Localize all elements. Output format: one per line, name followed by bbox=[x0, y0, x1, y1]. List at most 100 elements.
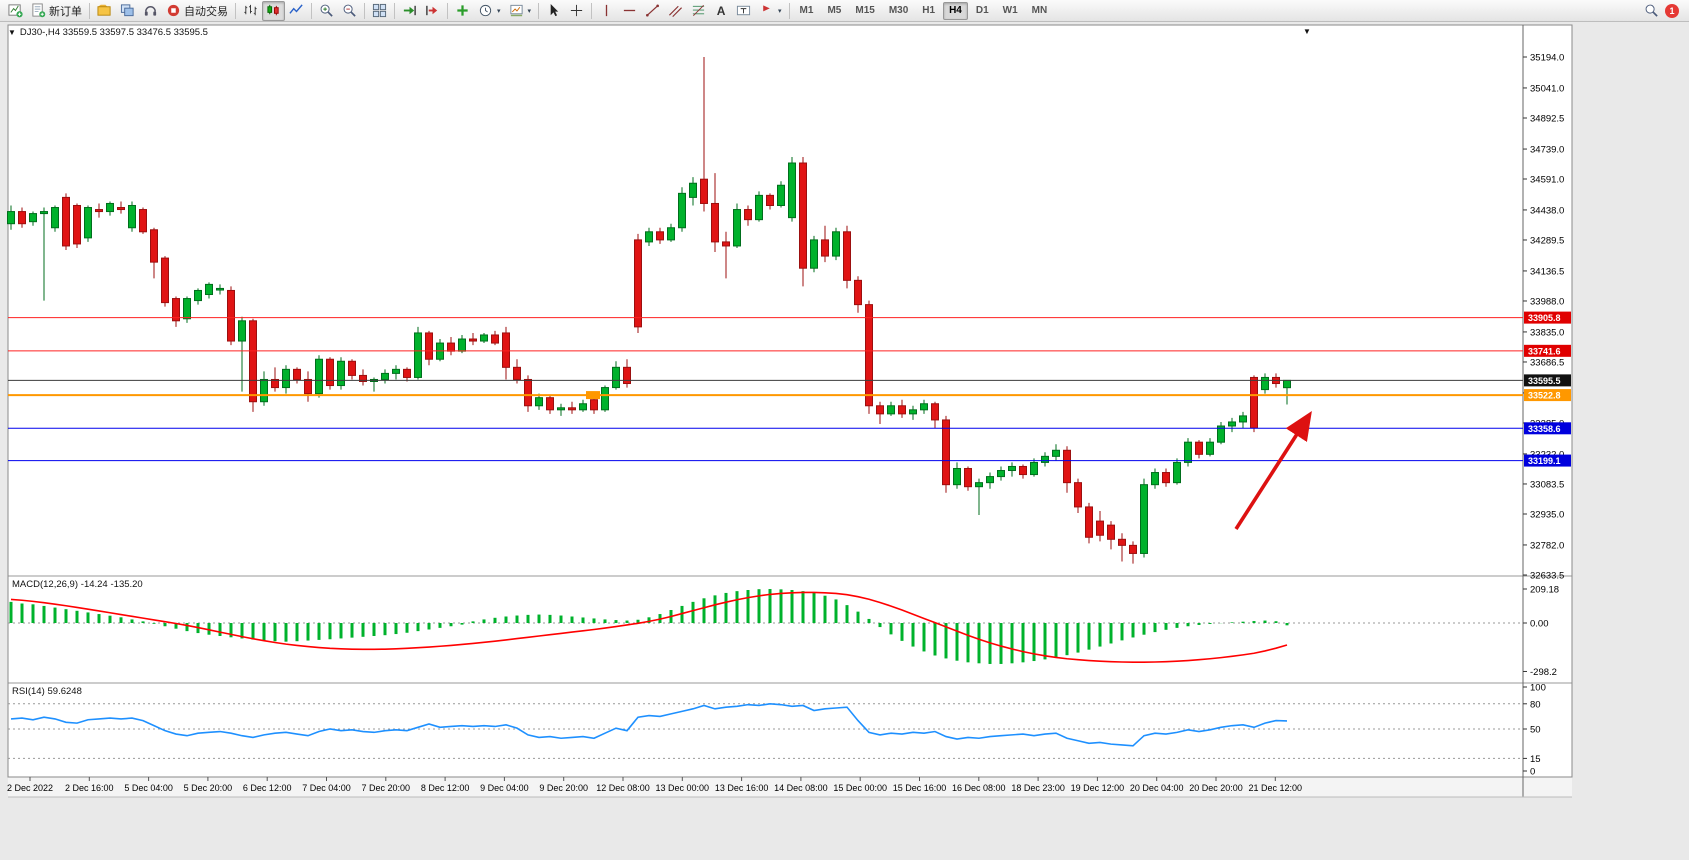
svg-text:9 Dec 20:00: 9 Dec 20:00 bbox=[539, 783, 588, 793]
svg-text:32782.0: 32782.0 bbox=[1530, 540, 1564, 551]
new-chart-button[interactable] bbox=[4, 1, 27, 21]
rsi-panel: 100 80 50 15 0 bbox=[10, 683, 1546, 778]
indicators-button[interactable] bbox=[451, 1, 474, 21]
svg-text:19 Dec 12:00: 19 Dec 12:00 bbox=[1071, 783, 1125, 793]
svg-text:9 Dec 04:00: 9 Dec 04:00 bbox=[480, 783, 529, 793]
svg-text:7 Dec 04:00: 7 Dec 04:00 bbox=[302, 783, 351, 793]
candlestick-chart-button[interactable] bbox=[262, 0, 285, 21]
svg-text:33358.6: 33358.6 bbox=[1528, 424, 1561, 434]
auto-trading-button[interactable]: 自动交易 bbox=[162, 1, 232, 21]
svg-text:13 Dec 00:00: 13 Dec 00:00 bbox=[656, 783, 710, 793]
macd-name: MACD(12,26,9) bbox=[12, 579, 78, 590]
auto-scroll-icon bbox=[403, 5, 416, 16]
toolbar-separator bbox=[89, 2, 90, 19]
macd-label: MACD(12,26,9) -14.24 -135.20 bbox=[12, 579, 143, 590]
one-click-trading-toggle[interactable]: ▼ bbox=[8, 28, 16, 37]
new-chart-icon bbox=[8, 4, 23, 18]
line-chart-icon bbox=[289, 4, 303, 14]
chart-info-text: DJ30-,H4 33559.5 33597.5 33476.5 33595.5 bbox=[19, 27, 208, 38]
svg-text:21 Dec 12:00: 21 Dec 12:00 bbox=[1249, 783, 1303, 793]
timeframe-m1[interactable]: M1 bbox=[794, 2, 820, 20]
market-watch-button[interactable] bbox=[93, 1, 116, 21]
channel-icon bbox=[669, 5, 683, 17]
search-icon bbox=[1645, 4, 1658, 17]
svg-text:34438.0: 34438.0 bbox=[1530, 205, 1564, 216]
crosshair-button[interactable] bbox=[565, 1, 588, 21]
svg-text:5 Dec 20:00: 5 Dec 20:00 bbox=[184, 783, 233, 793]
chart-shift-marker[interactable]: ▼ bbox=[1303, 26, 1315, 37]
crosshair-icon bbox=[570, 4, 583, 17]
auto-scroll-button[interactable] bbox=[398, 1, 421, 21]
timeframe-m15[interactable]: M15 bbox=[849, 2, 880, 20]
timeframe-h1[interactable]: H1 bbox=[916, 2, 941, 20]
bar-chart-button[interactable] bbox=[239, 1, 262, 21]
text-tool-icon: A bbox=[716, 3, 726, 18]
vertical-line-button[interactable] bbox=[595, 1, 618, 21]
svg-text:-298.2: -298.2 bbox=[1530, 667, 1557, 678]
trendline-button[interactable] bbox=[641, 1, 664, 21]
notification-badge[interactable]: 1 bbox=[1665, 3, 1679, 18]
svg-text:20 Dec 04:00: 20 Dec 04:00 bbox=[1130, 783, 1184, 793]
toolbar-separator bbox=[235, 2, 236, 19]
svg-text:33595.5: 33595.5 bbox=[1528, 376, 1561, 386]
horizontal-lines[interactable]: 33905.8 33741.6 33595.5 33522.8 33358.6 33199… bbox=[8, 311, 1571, 467]
auto-trading-icon bbox=[167, 4, 180, 17]
vertical-line-icon bbox=[605, 4, 608, 17]
macd-panel: 209.18 0.00 -298.2 bbox=[9, 585, 1559, 678]
terminal-button[interactable] bbox=[139, 1, 162, 21]
bar-chart-icon bbox=[244, 4, 257, 16]
svg-text:20 Dec 20:00: 20 Dec 20:00 bbox=[1189, 783, 1243, 793]
horizontal-line-icon bbox=[623, 9, 636, 12]
timeframe-m30[interactable]: M30 bbox=[883, 2, 914, 20]
cursor-icon bbox=[550, 3, 559, 17]
tile-windows-button[interactable] bbox=[368, 1, 391, 21]
channel-button[interactable] bbox=[664, 1, 687, 21]
navigator-button[interactable] bbox=[116, 1, 139, 21]
svg-text:80: 80 bbox=[1530, 699, 1541, 710]
svg-text:35041.0: 35041.0 bbox=[1530, 83, 1564, 94]
periods-button[interactable]: ▾ bbox=[474, 1, 505, 21]
svg-text:33686.5: 33686.5 bbox=[1530, 357, 1564, 368]
horizontal-line-button[interactable] bbox=[618, 1, 641, 21]
trend-arrow-annotation[interactable] bbox=[1234, 410, 1312, 530]
tile-windows-icon bbox=[372, 3, 387, 18]
svg-text:16 Dec 08:00: 16 Dec 08:00 bbox=[952, 783, 1006, 793]
triangle-down-icon: ▼ bbox=[1303, 27, 1311, 36]
templates-button[interactable]: ▾ bbox=[505, 1, 536, 21]
svg-text:32935.0: 32935.0 bbox=[1530, 510, 1564, 521]
new-order-button[interactable]: 新订单 bbox=[27, 1, 86, 21]
text-button[interactable]: A bbox=[710, 1, 732, 21]
timeframe-mn[interactable]: MN bbox=[1026, 2, 1054, 20]
chart-background bbox=[0, 22, 1689, 860]
rsi-label: RSI(14) 59.6248 bbox=[12, 686, 82, 697]
svg-text:33988.0: 33988.0 bbox=[1530, 296, 1564, 307]
timeframe-h4[interactable]: H4 bbox=[943, 1, 968, 20]
timeframe-w1[interactable]: W1 bbox=[997, 2, 1024, 20]
search-button[interactable] bbox=[1640, 1, 1663, 21]
svg-text:209.18: 209.18 bbox=[1530, 585, 1559, 596]
svg-text:13 Dec 16:00: 13 Dec 16:00 bbox=[715, 783, 769, 793]
toolbar-separator bbox=[591, 2, 593, 19]
arrows-button[interactable]: ▾ bbox=[755, 1, 786, 21]
text-label-button[interactable] bbox=[732, 1, 755, 21]
timeframe-d1[interactable]: D1 bbox=[970, 2, 995, 20]
chart-info-bar: ▼ DJ30-,H4 33559.5 33597.5 33476.5 33595.… bbox=[8, 27, 208, 38]
zoom-out-button[interactable] bbox=[338, 1, 361, 21]
rsi-name: RSI(14) bbox=[12, 686, 45, 697]
svg-text:8 Dec 12:00: 8 Dec 12:00 bbox=[421, 783, 470, 793]
timeframe-m5[interactable]: M5 bbox=[821, 2, 847, 20]
chevron-down-icon: ▾ bbox=[778, 7, 782, 15]
svg-text:15 Dec 00:00: 15 Dec 00:00 bbox=[833, 783, 887, 793]
toolbar-separator bbox=[447, 2, 448, 19]
cursor-button[interactable] bbox=[542, 1, 565, 21]
arrow-objects-icon bbox=[763, 5, 770, 16]
time-axis[interactable]: 2 Dec 2022 2 Dec 16:00 5 Dec 04:00 5 Dec 20… bbox=[7, 777, 1302, 793]
toolbar: 新订单 自动交易 ▾ bbox=[0, 0, 1689, 22]
fibonacci-button[interactable] bbox=[687, 1, 710, 21]
zoom-in-button[interactable] bbox=[315, 1, 338, 21]
chart-shift-button[interactable] bbox=[421, 1, 444, 21]
template-icon bbox=[509, 4, 523, 17]
clock-icon bbox=[479, 4, 492, 17]
line-chart-button[interactable] bbox=[285, 1, 308, 21]
